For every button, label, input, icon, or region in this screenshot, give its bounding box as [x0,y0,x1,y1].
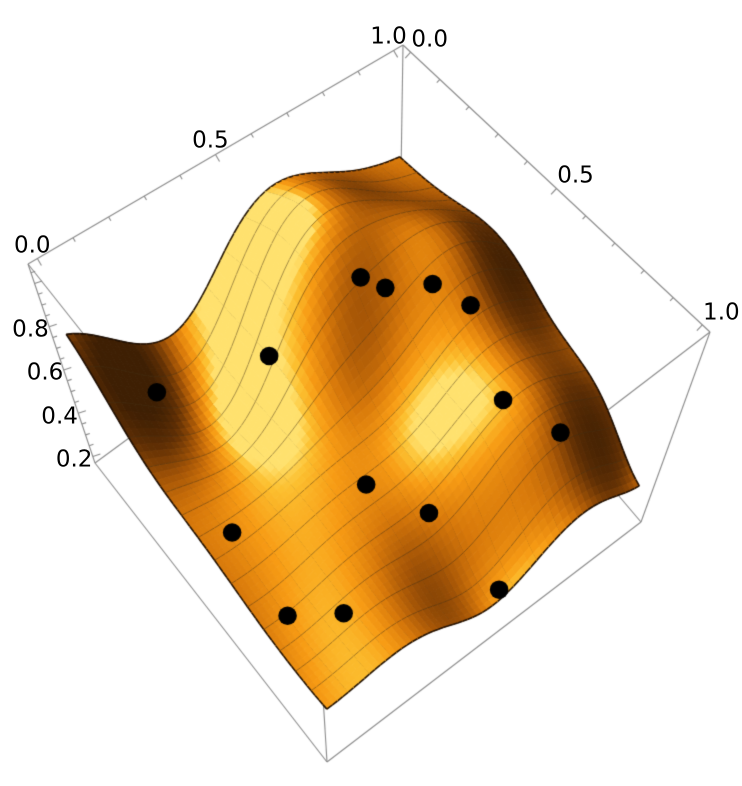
y-axis-tick-label: 0.0 [411,26,448,53]
z-axis-tick-label: 0.4 [41,403,78,430]
x-axis-tick-label: 0.0 [13,232,51,259]
y-axis-tick-label: 1.0 [703,299,740,326]
z-axis-tick-label: 0.6 [26,359,64,386]
x-axis-tick-label: 1.0 [370,23,407,50]
y-axis-tick-label: 0.5 [557,162,594,189]
z-axis-tick-label: 0.2 [55,446,93,473]
z-axis-tick-label: 0.8 [12,316,49,343]
x-axis-tick-label: 0.5 [192,127,229,154]
